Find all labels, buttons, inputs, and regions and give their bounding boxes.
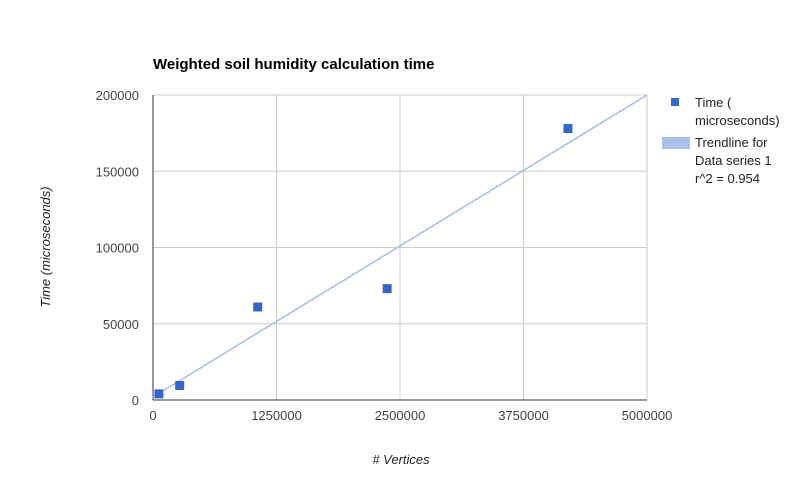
- legend-label-series: microseconds): [695, 113, 780, 128]
- grid-lines: [153, 94, 648, 400]
- x-tick-label: 3750000: [498, 408, 549, 423]
- axes: [152, 95, 647, 401]
- x-tick-labels: 0 1250000 2500000 3750000 5000000: [149, 408, 672, 423]
- data-point: [175, 381, 185, 391]
- data-points: [154, 124, 573, 399]
- x-tick-label: 2500000: [375, 408, 426, 423]
- legend-label-trendline: Trendline for: [695, 135, 768, 150]
- data-point: [382, 284, 392, 294]
- y-tick-label: 200000: [96, 88, 139, 103]
- y-tick-label: 0: [132, 393, 139, 408]
- data-point: [154, 389, 164, 399]
- trendline-line: [152, 94, 648, 398]
- y-axis-label: Time (microseconds): [38, 186, 53, 307]
- trendline: [152, 94, 648, 398]
- legend-label-trendline: r^2 = 0.954: [695, 171, 760, 186]
- data-point: [253, 302, 263, 312]
- legend-label-series: Time (: [695, 95, 732, 110]
- x-tick-label: 1250000: [251, 408, 302, 423]
- legend-label-trendline: Data series 1: [695, 153, 772, 168]
- x-axis-label: # Vertices: [372, 452, 430, 467]
- legend-marker-trendline: [662, 137, 690, 149]
- y-tick-label: 50000: [103, 317, 139, 332]
- y-tick-label: 100000: [96, 241, 139, 256]
- chart-title: Weighted soil humidity calculation time: [153, 56, 434, 73]
- y-tick-labels: 0 50000 100000 150000 200000: [96, 88, 139, 408]
- y-tick-label: 150000: [96, 164, 139, 179]
- x-tick-label: 0: [149, 408, 156, 423]
- legend-marker-series: [671, 98, 679, 106]
- x-tick-label: 5000000: [622, 408, 673, 423]
- legend: Time ( microseconds) Trendline for Data ser…: [662, 95, 780, 186]
- data-point: [563, 124, 573, 134]
